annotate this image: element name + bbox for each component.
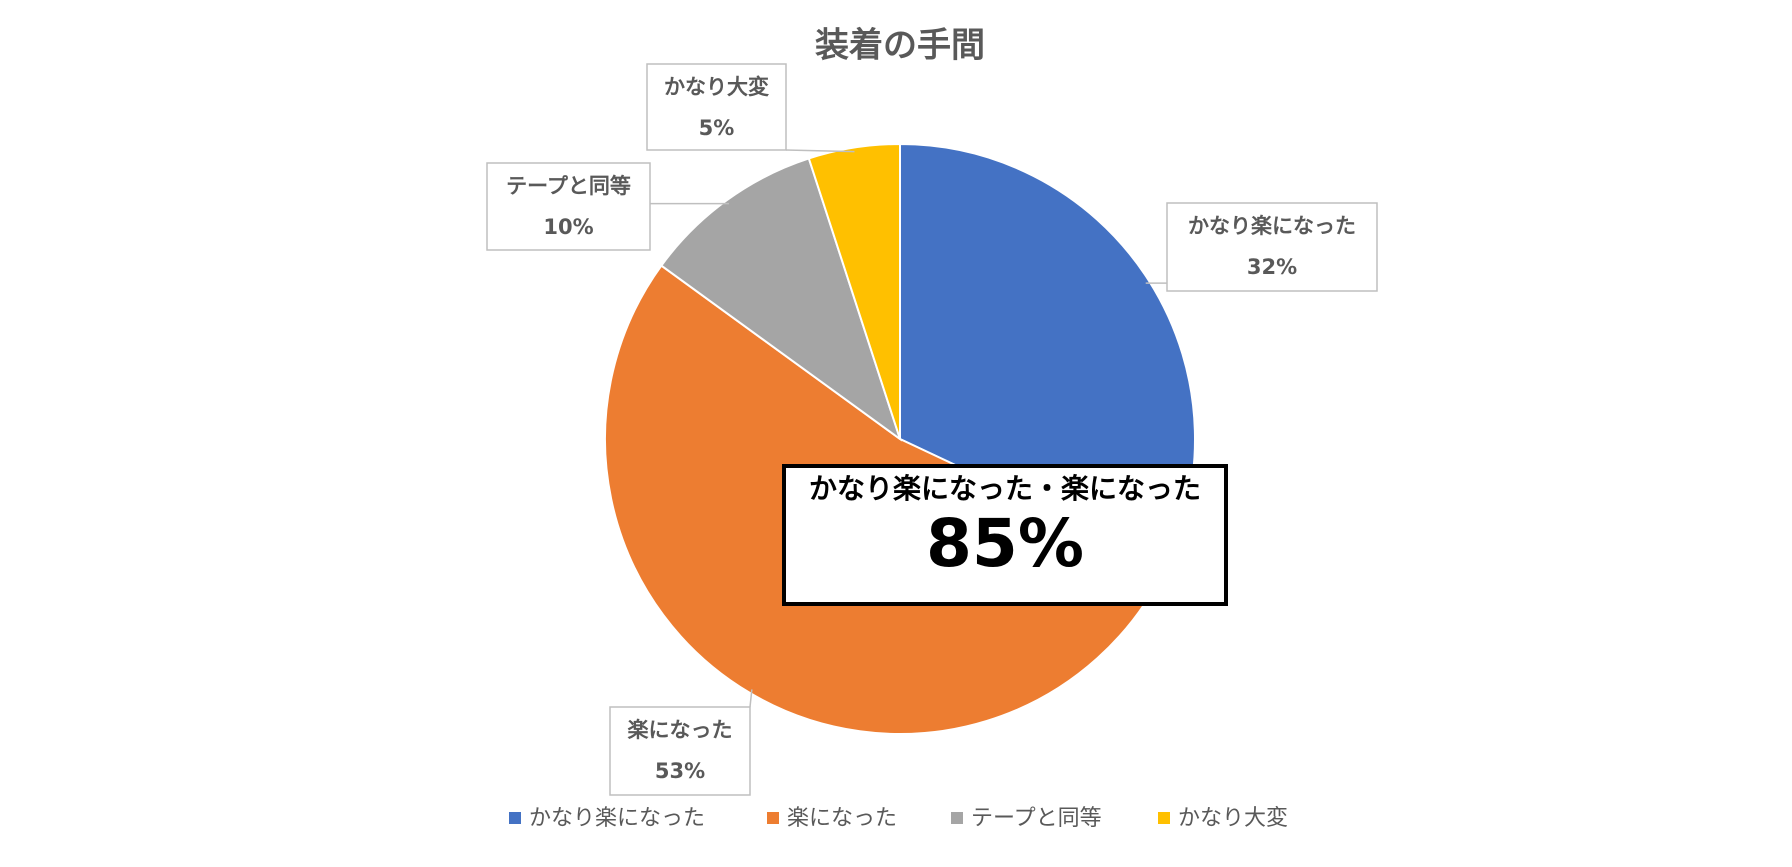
data-label-value: 10% — [543, 215, 593, 239]
legend-label: かなり大変 — [1178, 806, 1288, 831]
annotation-text: 85% — [926, 505, 1084, 582]
data-label-category: かなり楽になった — [1188, 214, 1356, 238]
annotation-title: かなり楽になった・楽になった — [809, 472, 1201, 505]
data-label-value: 53% — [655, 759, 705, 783]
legend-label: かなり楽になった — [529, 806, 705, 831]
legend-label: テープと同等 — [971, 806, 1102, 831]
chart-title: 装着の手間 — [815, 26, 985, 66]
annotation-box — [782, 464, 1228, 606]
data-label-category: 楽になった — [628, 718, 733, 742]
legend-swatch — [951, 812, 963, 824]
data-label-box — [1166, 202, 1378, 292]
data-label-box — [486, 162, 651, 251]
data-label-box — [609, 706, 751, 796]
legend-swatch — [1158, 812, 1170, 824]
data-label-value: 32% — [1247, 255, 1297, 279]
legend-swatch — [509, 812, 521, 824]
leader-line — [785, 149, 855, 153]
legend-swatch — [767, 812, 779, 824]
data-label-category: かなり大変 — [664, 75, 769, 99]
data-label-box — [646, 63, 787, 151]
legend-label: 楽になった — [787, 806, 897, 831]
leader-line — [749, 689, 753, 708]
data-label-category: テープと同等 — [506, 174, 631, 198]
data-label-value: 5% — [699, 116, 735, 140]
pie-slice — [659, 157, 902, 442]
pie-slice — [807, 142, 901, 440]
